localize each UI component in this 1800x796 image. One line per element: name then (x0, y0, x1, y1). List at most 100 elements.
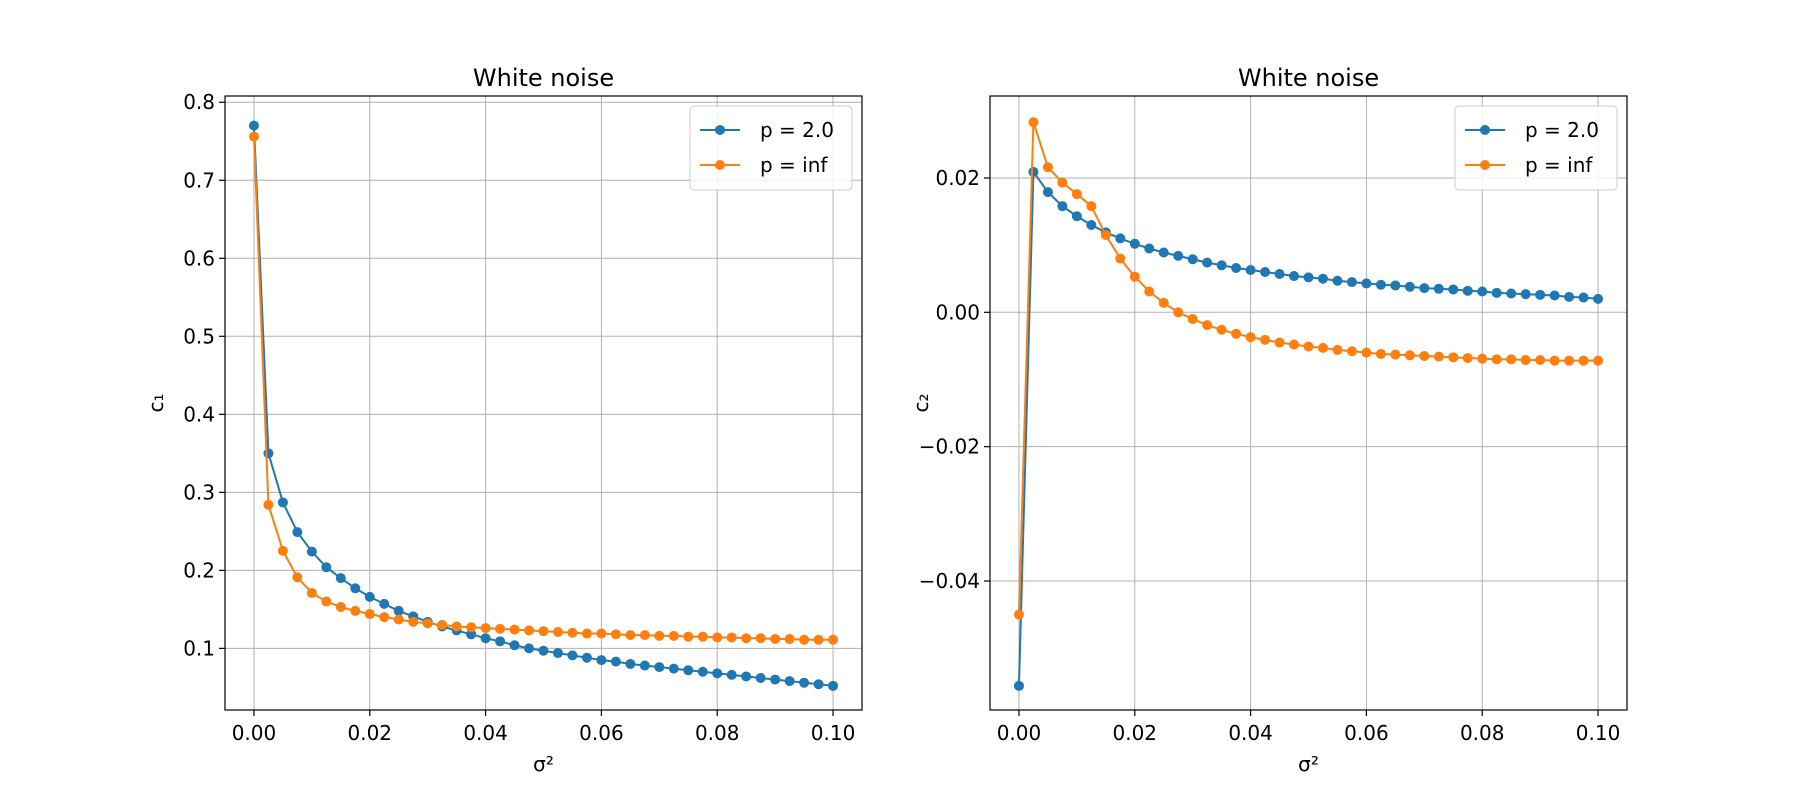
legend-label: p = inf (1525, 153, 1593, 177)
data-point (466, 629, 477, 640)
data-point (799, 677, 810, 688)
data-point (1274, 337, 1285, 348)
data-point (393, 614, 404, 625)
data-point (379, 598, 390, 609)
data-point (1549, 355, 1560, 366)
data-point (813, 634, 824, 645)
data-point (495, 636, 506, 647)
data-point (292, 527, 303, 538)
data-point (437, 619, 448, 630)
data-point (1433, 351, 1444, 362)
data-point (1158, 247, 1169, 258)
data-point (683, 665, 694, 676)
data-point (1057, 177, 1068, 188)
data-point (799, 634, 810, 645)
y-tick-label: −0.04 (919, 569, 980, 593)
data-point (1506, 288, 1517, 299)
y-tick-label: 0.6 (183, 246, 215, 270)
chart-panel-2: 0.00 0.02 0.04 0.06 0.08 0.10 −0.04 −0.02 0.00 0.… (909, 64, 1628, 776)
data-point (480, 633, 491, 644)
y-tick-label: 0.00 (935, 300, 980, 324)
data-point (755, 633, 766, 644)
y-axis-label: c₂ (909, 393, 933, 412)
x-tick-label: 0.02 (348, 721, 393, 745)
data-point (1578, 292, 1589, 303)
data-point (1289, 271, 1300, 282)
data-point (335, 573, 346, 584)
data-point (422, 618, 433, 629)
data-point (741, 671, 752, 682)
data-point (1332, 275, 1343, 286)
data-point (668, 663, 679, 674)
y-tick-label: 0.4 (183, 402, 215, 426)
data-point (1404, 350, 1415, 361)
data-point (292, 572, 303, 583)
data-point (567, 627, 578, 638)
y-tick-label: 0.8 (183, 90, 215, 114)
data-point (495, 623, 506, 634)
data-point (1042, 187, 1053, 198)
data-point (610, 656, 621, 667)
legend: p = 2.0 p = inf (1454, 105, 1618, 191)
y-tick-label: −0.02 (919, 435, 980, 459)
data-point (813, 679, 824, 690)
x-tick-label: 0.02 (1113, 721, 1158, 745)
data-point (1158, 297, 1169, 308)
data-point (480, 623, 491, 634)
data-point (1144, 243, 1155, 254)
data-point (1216, 324, 1227, 335)
data-point (350, 605, 361, 616)
data-point (828, 634, 839, 645)
data-point (277, 497, 288, 508)
data-point (1260, 334, 1271, 345)
legend: p = 2.0 p = inf (689, 105, 853, 191)
x-tick-label: 0.04 (463, 721, 508, 745)
data-point (1448, 284, 1459, 295)
data-point (1129, 271, 1140, 282)
data-point (524, 643, 535, 654)
legend-box (1454, 105, 1618, 191)
data-point (1593, 293, 1604, 304)
data-point (581, 628, 592, 639)
data-point (1317, 273, 1328, 284)
data-point (1535, 355, 1546, 366)
legend-box (689, 105, 853, 191)
data-point (755, 673, 766, 684)
x-tick-label: 0.00 (997, 721, 1042, 745)
data-point (321, 562, 332, 573)
legend-marker (1480, 160, 1490, 170)
data-point (654, 630, 665, 641)
data-point (277, 545, 288, 556)
data-point (741, 633, 752, 644)
legend-marker (715, 160, 725, 170)
y-tick-label: 0.7 (183, 168, 215, 192)
data-point (1448, 352, 1459, 363)
data-point (1086, 201, 1097, 212)
data-point (350, 583, 361, 594)
data-point (581, 652, 592, 663)
data-point (1028, 117, 1039, 128)
data-point (726, 669, 737, 680)
chart-title: White noise (473, 64, 614, 92)
data-point (596, 655, 607, 666)
data-point (1303, 272, 1314, 283)
data-point (1332, 344, 1343, 355)
x-tick-label: 0.08 (1460, 721, 1505, 745)
data-point (697, 666, 708, 677)
data-point (697, 631, 708, 642)
data-point (1404, 281, 1415, 292)
y-tick-label: 0.5 (183, 324, 215, 348)
data-point (1477, 286, 1488, 297)
legend-label: p = inf (760, 153, 828, 177)
data-point (1231, 262, 1242, 273)
data-point (1028, 166, 1039, 177)
data-point (364, 609, 375, 620)
data-point (509, 624, 520, 635)
data-point (1260, 267, 1271, 278)
x-axis-label: σ² (533, 752, 554, 776)
data-point (625, 658, 636, 669)
data-point (552, 648, 563, 659)
data-point (1173, 250, 1184, 261)
data-point (306, 587, 317, 598)
data-point (668, 630, 679, 641)
